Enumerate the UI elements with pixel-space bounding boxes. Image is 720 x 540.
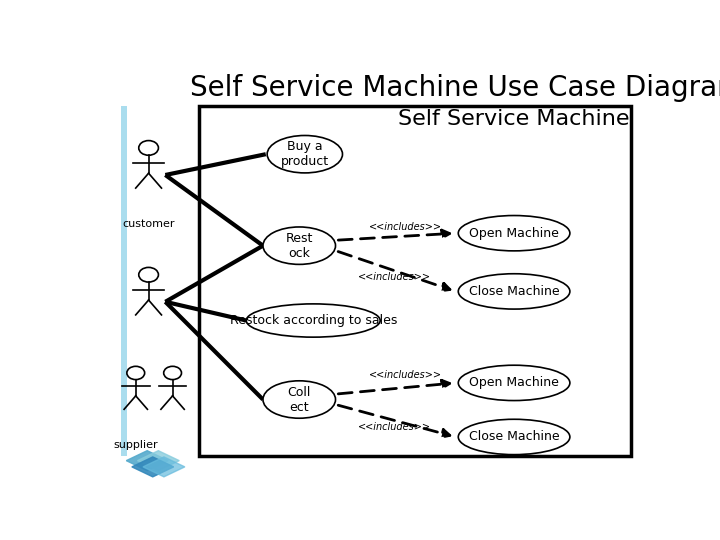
Text: customer: customer: [122, 219, 175, 228]
Polygon shape: [132, 457, 174, 477]
Text: <<includes>>: <<includes>>: [369, 222, 442, 232]
Text: Self Service Machine Use Case Diagram: Self Service Machine Use Case Diagram: [190, 73, 720, 102]
Polygon shape: [138, 451, 179, 471]
Text: supplier: supplier: [114, 440, 158, 450]
Text: <<includes>>: <<includes>>: [358, 272, 431, 282]
Ellipse shape: [267, 136, 343, 173]
Text: Close Machine: Close Machine: [469, 430, 559, 443]
Text: Close Machine: Close Machine: [469, 285, 559, 298]
Polygon shape: [126, 451, 168, 471]
Bar: [121, 106, 127, 456]
Bar: [199, 106, 631, 456]
Ellipse shape: [246, 304, 380, 337]
Ellipse shape: [458, 274, 570, 309]
Ellipse shape: [458, 419, 570, 455]
Text: Buy a
product: Buy a product: [281, 140, 329, 168]
Text: Restock according to sales: Restock according to sales: [230, 314, 397, 327]
Ellipse shape: [458, 215, 570, 251]
Text: Open Machine: Open Machine: [469, 227, 559, 240]
Text: <<includes>>: <<includes>>: [369, 369, 442, 380]
Text: <<includes>>: <<includes>>: [358, 422, 431, 431]
Ellipse shape: [263, 227, 336, 265]
Text: Coll
ect: Coll ect: [287, 386, 311, 414]
Polygon shape: [143, 457, 185, 477]
Ellipse shape: [263, 381, 336, 418]
FancyBboxPatch shape: [84, 62, 652, 485]
Text: Self Service Machine: Self Service Machine: [398, 109, 630, 129]
Text: Rest
ock: Rest ock: [286, 232, 313, 260]
Ellipse shape: [458, 365, 570, 401]
Text: Open Machine: Open Machine: [469, 376, 559, 389]
